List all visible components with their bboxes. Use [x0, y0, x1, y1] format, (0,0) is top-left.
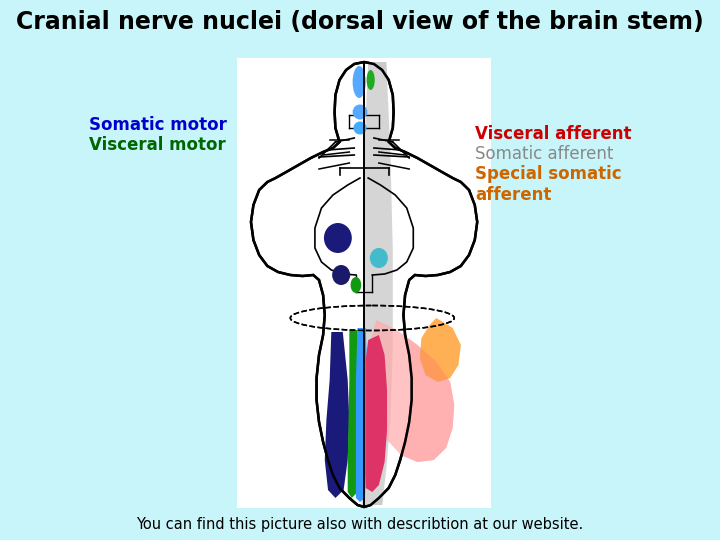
- Text: Somatic afferent: Somatic afferent: [474, 145, 613, 163]
- Polygon shape: [368, 320, 454, 462]
- Ellipse shape: [353, 66, 366, 98]
- Polygon shape: [356, 328, 367, 502]
- Ellipse shape: [332, 265, 350, 285]
- Text: Somatic motor: Somatic motor: [89, 116, 228, 134]
- Polygon shape: [420, 318, 461, 382]
- Bar: [237, 58, 491, 508]
- Polygon shape: [368, 320, 454, 462]
- Text: Visceral afferent: Visceral afferent: [474, 125, 631, 143]
- Polygon shape: [361, 62, 393, 505]
- Ellipse shape: [353, 105, 367, 119]
- Polygon shape: [420, 318, 461, 382]
- Ellipse shape: [354, 122, 366, 134]
- Ellipse shape: [366, 70, 374, 90]
- Polygon shape: [366, 335, 387, 492]
- Text: Cranial nerve nuclei (dorsal view of the brain stem): Cranial nerve nuclei (dorsal view of the…: [16, 10, 704, 34]
- Ellipse shape: [351, 277, 361, 293]
- Polygon shape: [348, 330, 361, 498]
- Text: Special somatic
afferent: Special somatic afferent: [474, 165, 621, 204]
- Polygon shape: [361, 62, 393, 505]
- Ellipse shape: [324, 223, 352, 253]
- Ellipse shape: [370, 248, 388, 268]
- Text: You can find this picture also with describtion at our website.: You can find this picture also with desc…: [136, 517, 584, 532]
- Text: Visceral motor: Visceral motor: [89, 136, 226, 154]
- Polygon shape: [251, 62, 477, 507]
- Polygon shape: [325, 332, 349, 498]
